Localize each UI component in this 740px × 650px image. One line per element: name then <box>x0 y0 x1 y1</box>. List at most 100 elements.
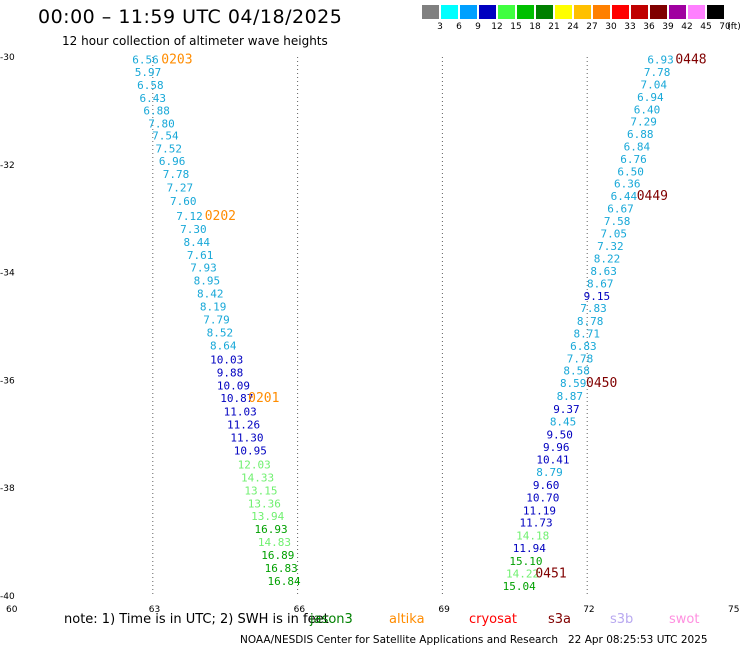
wave-height-point: 7.93 <box>190 262 217 275</box>
wave-height-point: 16.84 <box>268 575 301 588</box>
wave-height-point: 7.80 <box>148 117 175 130</box>
wave-height-point: 11.30 <box>230 432 263 445</box>
wave-height-point: 6.83 <box>570 340 597 353</box>
wave-height-point: 11.03 <box>224 406 257 419</box>
wave-height-point: 6.43 <box>140 92 167 105</box>
wave-height-point: 11.26 <box>227 419 260 432</box>
scale-label: 3 <box>437 22 443 32</box>
generated-timestamp: 22 Apr 08:25:53 UTC 2025 <box>568 634 708 646</box>
wave-height-point: 8.52 <box>207 326 234 339</box>
wave-height-point: 8.58 <box>563 365 590 378</box>
scale-swatch <box>688 5 705 19</box>
wave-height-point: 9.50 <box>546 428 573 441</box>
scale-swatch <box>593 5 610 19</box>
wave-height-point: 16.83 <box>265 562 298 575</box>
wave-height-point: 7.58 <box>604 215 631 228</box>
scale-label: 21 <box>548 22 560 32</box>
wave-height-point: 8.22 <box>594 253 621 266</box>
scale-label: 30 <box>605 22 617 32</box>
scale-label: 12 <box>491 22 503 32</box>
wave-height-point: 8.79 <box>536 466 563 479</box>
scale-swatch <box>441 5 458 19</box>
scale-label: 36 <box>643 22 655 32</box>
scale-swatch <box>650 5 667 19</box>
wave-height-point: 10.95 <box>234 444 267 457</box>
scale-swatch <box>536 5 553 19</box>
wave-height-point: 7.29 <box>630 116 657 129</box>
scale-swatch <box>517 5 534 19</box>
wave-height-point: 16.93 <box>254 523 287 536</box>
wave-height-point: 9.37 <box>553 403 580 416</box>
wave-height-point: 7.78 <box>567 352 594 365</box>
wave-height-point: 15.04 <box>503 580 536 593</box>
wave-height-point: 9.96 <box>543 441 570 454</box>
wave-height-point: 6.44 <box>611 190 638 203</box>
scale-label: 9 <box>475 22 481 32</box>
wave-height-point: 6.88 <box>143 104 170 117</box>
wave-height-point: 7.05 <box>600 227 627 240</box>
y-tick-label: -32 <box>0 161 15 171</box>
wave-height-point: 13.36 <box>248 497 281 510</box>
wave-height-point: 7.79 <box>203 313 230 326</box>
scale-swatch <box>669 5 686 19</box>
x-tick-label: 69 <box>438 605 450 615</box>
y-tick-label: -34 <box>0 269 15 279</box>
pass-time-label: 0202 <box>205 209 236 224</box>
scale-swatch <box>707 5 724 19</box>
wave-height-point: 7.61 <box>187 249 214 262</box>
wave-height-point: 10.87 <box>220 392 253 405</box>
pass-time-label: 0450 <box>586 376 617 391</box>
scale-swatch <box>479 5 496 19</box>
wave-height-point: 6.56 <box>132 54 159 67</box>
wave-height-point: 7.12 <box>176 210 203 223</box>
wave-height-point: 14.83 <box>258 536 291 549</box>
wave-height-point: 10.70 <box>526 491 559 504</box>
wave-height-point: 7.27 <box>167 181 194 194</box>
wave-height-point: 14.33 <box>241 471 274 484</box>
scale-swatch <box>422 5 439 19</box>
wave-height-point: 6.84 <box>624 140 651 153</box>
scale-label: 27 <box>586 22 598 32</box>
scale-label: 39 <box>662 22 674 32</box>
x-tick-label: 72 <box>583 605 594 615</box>
wave-height-point: 8.19 <box>200 301 227 314</box>
satellite-legend-item: altika <box>389 612 425 627</box>
chart-title: 00:00 – 11:59 UTC 04/18/2025 <box>38 6 343 28</box>
wave-height-point: 6.67 <box>607 202 634 215</box>
wave-height-point: 7.32 <box>597 240 624 253</box>
y-tick-label: -36 <box>0 376 15 386</box>
wave-height-point: 6.96 <box>159 155 186 168</box>
pass-time-label: 0448 <box>675 53 706 68</box>
wave-height-point: 16.89 <box>261 549 294 562</box>
scale-unit-label: (ft) <box>727 22 740 32</box>
scale-label: 45 <box>700 22 712 32</box>
scale-swatch <box>498 5 515 19</box>
scale-label: 18 <box>529 22 541 32</box>
satellite-legend-item: s3a <box>548 612 572 627</box>
wave-height-point: 10.03 <box>210 353 243 366</box>
wave-height-point: 7.52 <box>155 143 182 156</box>
wave-height-point: 8.71 <box>573 328 600 341</box>
satellite-legend-item: jason3 <box>310 612 353 627</box>
wave-height-point: 13.94 <box>251 510 284 523</box>
x-tick-label: 63 <box>149 605 160 615</box>
wave-height-point: 9.60 <box>533 479 560 492</box>
wave-height-point: 13.15 <box>244 484 277 497</box>
y-tick-label: -40 <box>0 592 15 602</box>
scale-label: 70 <box>719 22 731 32</box>
wave-height-point: 6.93 <box>647 54 674 67</box>
wave-height-point: 6.88 <box>627 128 654 141</box>
wave-height-point: 8.78 <box>577 315 604 328</box>
scale-swatch <box>631 5 648 19</box>
wave-height-point: 15.10 <box>509 555 542 568</box>
wave-height-point: 11.73 <box>519 517 552 530</box>
pass-time-label: 0451 <box>535 566 566 581</box>
wave-height-point: 8.44 <box>183 236 210 249</box>
pass-time-label: 0201 <box>248 391 279 406</box>
wave-height-point: 5.97 <box>135 66 162 79</box>
wave-height-point: 10.41 <box>536 454 569 467</box>
footer-note: note: 1) Time is in UTC; 2) SWH is in fe… <box>64 612 329 627</box>
scale-label: 24 <box>567 22 579 32</box>
wave-height-point: 11.94 <box>513 542 546 555</box>
